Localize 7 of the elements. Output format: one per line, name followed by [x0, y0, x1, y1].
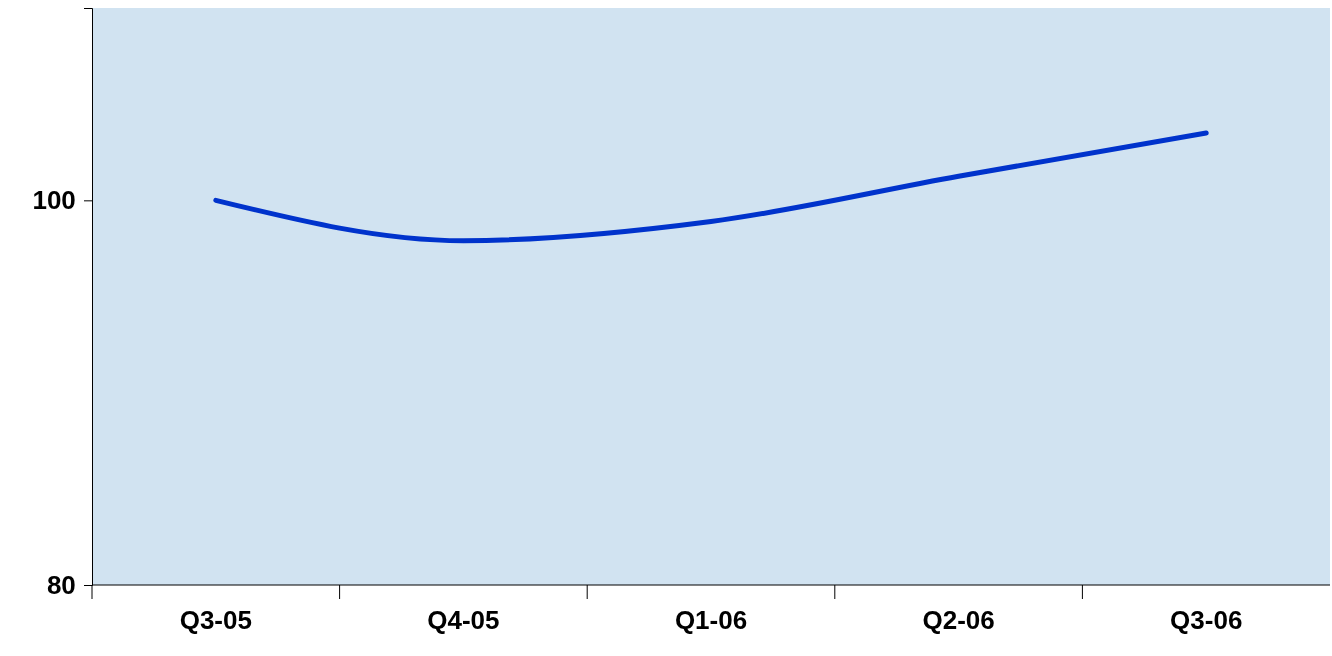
y-tick-label: 80 [46, 569, 76, 600]
x-tick-label: Q3-06 [1170, 605, 1243, 636]
x-tick-label: Q4-05 [427, 605, 500, 636]
x-tick-label: Q1-06 [674, 605, 748, 636]
x-tick-label: Q3-05 [179, 605, 252, 636]
y-tick-label: 100 [32, 185, 76, 216]
x-tick-label: Q2-06 [922, 605, 995, 636]
